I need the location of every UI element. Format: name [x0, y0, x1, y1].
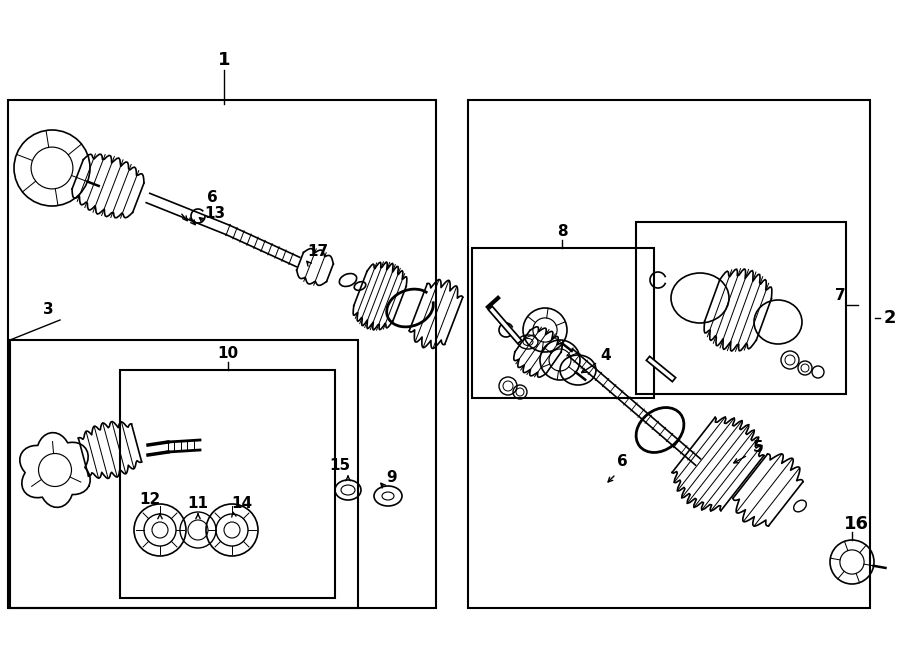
Text: 12: 12: [140, 492, 160, 508]
Bar: [468, 100, 870, 608]
Text: 10: 10: [218, 346, 238, 362]
Text: 7: 7: [834, 288, 845, 303]
Bar: [120, 370, 335, 598]
Text: 3: 3: [42, 303, 53, 317]
Text: 5: 5: [752, 440, 763, 455]
Text: 15: 15: [329, 457, 351, 473]
Bar: [10, 340, 358, 608]
Text: 2: 2: [884, 309, 896, 327]
Text: 6: 6: [616, 455, 627, 469]
Text: 6: 6: [207, 190, 218, 206]
Text: 11: 11: [187, 496, 209, 512]
Bar: [8, 100, 436, 608]
Bar: [472, 248, 654, 398]
Bar: [636, 222, 846, 394]
Text: 16: 16: [843, 515, 868, 533]
Text: 13: 13: [204, 206, 226, 221]
Text: 9: 9: [387, 471, 397, 485]
Text: 14: 14: [231, 496, 253, 512]
Text: 17: 17: [308, 245, 328, 260]
Text: 4: 4: [600, 348, 611, 362]
Text: 8: 8: [557, 225, 567, 239]
Text: 1: 1: [218, 51, 230, 69]
